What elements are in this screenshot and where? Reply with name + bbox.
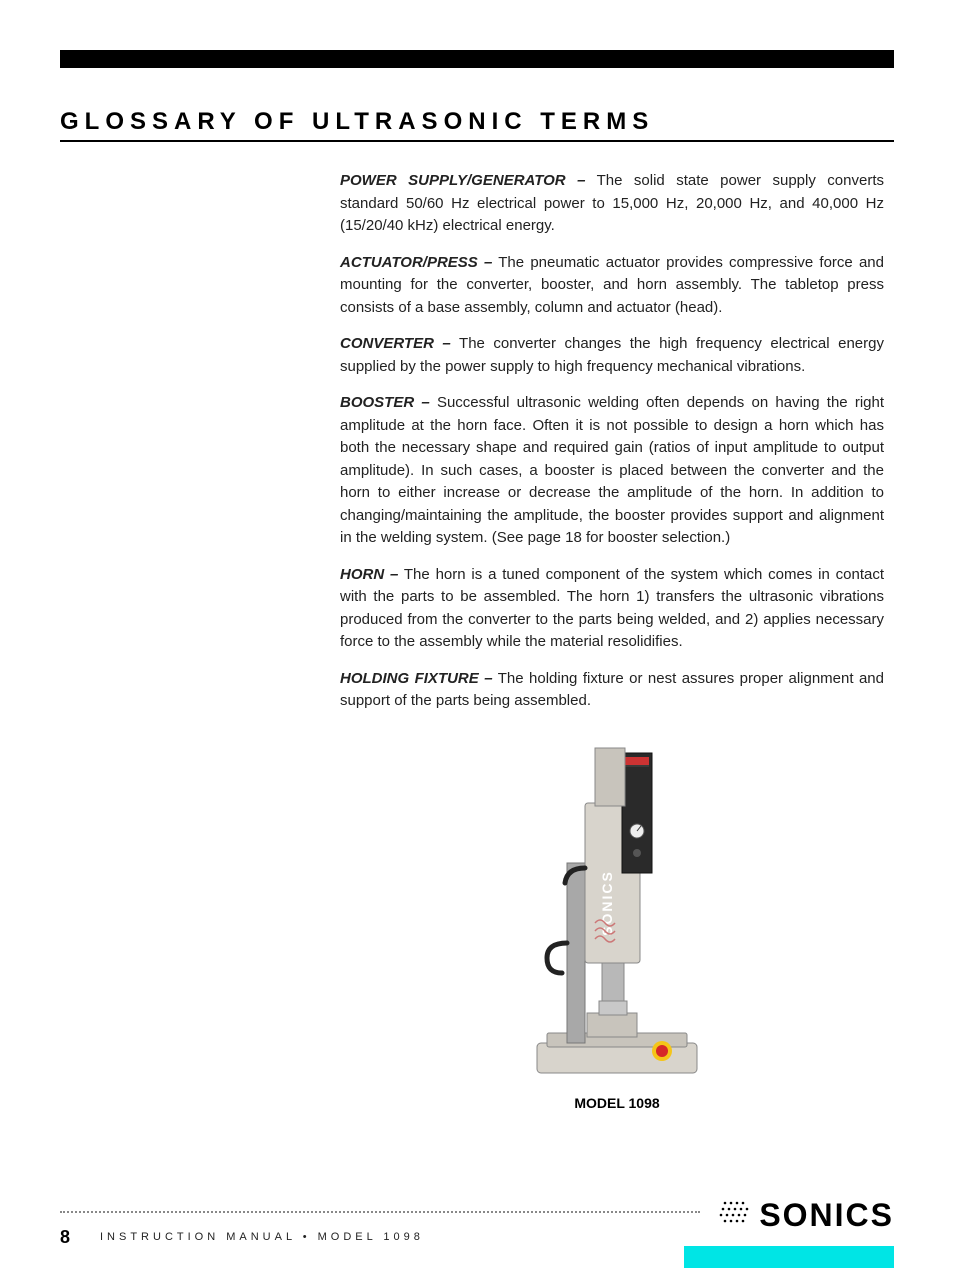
top-black-bar — [60, 50, 894, 68]
footer-dots — [60, 1211, 700, 1213]
glossary-entry: ACTUATOR/PRESS – The pneumatic actuator … — [340, 252, 884, 320]
machine-illustration: SONICS — [527, 743, 707, 1083]
term: ACTUATOR/PRESS – — [340, 254, 492, 271]
glossary-entry: HORN – The horn is a tuned component of … — [340, 564, 884, 654]
definition: The horn is a tuned component of the sys… — [340, 566, 884, 651]
figure-area: SONICS MODEL — [60, 743, 894, 1111]
term: BOOSTER – — [340, 394, 430, 411]
glossary-entry: BOOSTER – Successful ultrasonic welding … — [340, 392, 884, 550]
glossary-entry: CONVERTER – The converter changes the hi… — [340, 333, 884, 378]
glossary-entry: HOLDING FIXTURE – The holding fixture or… — [340, 668, 884, 713]
page-title: GLOSSARY OF ULTRASONIC TERMS — [60, 108, 894, 142]
page-number: 8 — [60, 1227, 70, 1248]
definition: Successful ultrasonic welding often depe… — [340, 394, 884, 546]
sonics-logo: SONICS — [684, 1197, 894, 1268]
term: HORN – — [340, 566, 398, 583]
figure-caption: MODEL 1098 — [574, 1095, 659, 1111]
glossary-content: POWER SUPPLY/GENERATOR – The solid state… — [60, 170, 894, 713]
term: CONVERTER – — [340, 335, 451, 352]
logo-dots-icon — [719, 1199, 749, 1232]
term: POWER SUPPLY/GENERATOR – — [340, 172, 585, 189]
logo-text: SONICS — [759, 1197, 894, 1234]
cyan-bar — [684, 1246, 894, 1268]
glossary-entry: POWER SUPPLY/GENERATOR – The solid state… — [340, 170, 884, 238]
footer-text: INSTRUCTION MANUAL • MODEL 1098 — [100, 1231, 424, 1243]
term: HOLDING FIXTURE – — [340, 670, 493, 687]
